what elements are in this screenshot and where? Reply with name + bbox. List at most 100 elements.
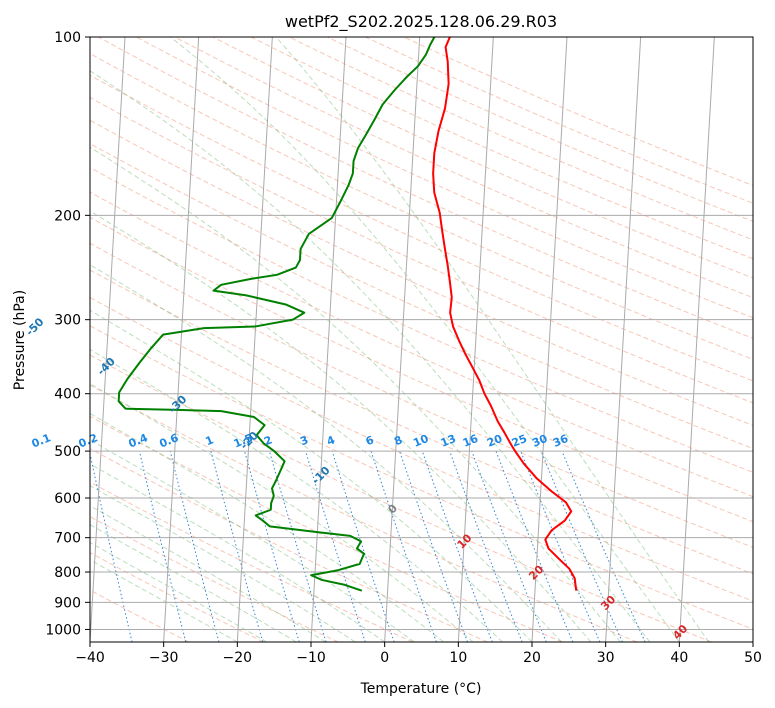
mixing-ratio-label: 3 <box>298 433 310 448</box>
dry-adiabat <box>212 37 753 279</box>
isotherm-label: 40 <box>670 622 690 642</box>
dry-adiabat <box>90 589 190 642</box>
isotherm-line <box>384 37 421 642</box>
mixing-ratio-line <box>90 451 133 642</box>
dry-adiabat <box>174 37 753 299</box>
x-tick-label: −10 <box>296 650 326 666</box>
mixing-ratio-label: 0.1 <box>30 431 53 450</box>
isotherm-line <box>457 37 494 642</box>
chart-title: wetPf2_S202.2025.128.06.29.R03 <box>285 12 557 32</box>
dry-adiabat <box>90 415 563 642</box>
isotherm-line <box>310 37 347 642</box>
x-tick-label: 20 <box>523 650 541 666</box>
moist-adiabat <box>90 559 238 642</box>
y-tick-label: 100 <box>54 30 81 46</box>
mixing-ratio-label: 6 <box>364 433 376 448</box>
moist-adiabat <box>90 146 621 642</box>
moist-adiabat <box>90 541 268 642</box>
isotherm-line <box>531 37 568 642</box>
x-tick-label: −20 <box>223 650 253 666</box>
moist-adiabat <box>90 412 444 642</box>
dry-adiabat <box>90 354 712 642</box>
mixing-ratio-line <box>138 450 187 642</box>
mixing-ratio-line <box>370 450 437 642</box>
moist-adiabat <box>90 485 356 642</box>
mixing-ratio-label: 2 <box>262 433 274 448</box>
dry-adiabat <box>90 216 753 523</box>
dry-adiabat <box>90 296 753 602</box>
isotherm-line <box>90 37 126 642</box>
mixing-ratio-line <box>169 450 220 642</box>
line-labels: -100-90-80-70-60-50-40-30-20-10010203040… <box>23 315 690 642</box>
dry-adiabat <box>90 143 753 450</box>
mixing-ratio-line <box>399 450 468 642</box>
mixing-ratio-line <box>268 450 327 642</box>
dry-adiabat <box>90 325 753 630</box>
moist-adiabat <box>275 37 710 642</box>
dry-adiabat <box>98 37 753 339</box>
dry-adiabat <box>90 96 753 404</box>
mixing-ratio-label: 1 <box>204 433 216 448</box>
dry-adiabat <box>90 119 753 427</box>
isotherm-line <box>605 37 642 642</box>
dry-adiabat <box>365 37 753 204</box>
moist-adiabat <box>90 309 533 642</box>
y-tick-label: 500 <box>54 444 81 460</box>
mixing-ratio-label: 20 <box>485 432 504 450</box>
isotherm-label: -40 <box>95 355 118 378</box>
y-axis: 100 200 300 400 500 600 700 800 900 1000 <box>45 30 90 638</box>
mixing-ratio-label: 10 <box>411 432 430 450</box>
y-tick-label: 300 <box>54 313 81 329</box>
x-axis-label: Temperature (°C) <box>360 681 482 697</box>
y-axis-label: Pressure (hPa) <box>12 290 28 390</box>
isotherm-line <box>752 633 753 642</box>
mixing-ratio-line <box>305 450 366 642</box>
mixing-ratio-line <box>471 450 547 642</box>
dry-adiabat <box>90 269 753 575</box>
mixing-ratio-label: 25 <box>510 432 529 450</box>
dry-adiabat <box>90 191 753 498</box>
isotherm-label: 20 <box>526 562 546 582</box>
y-tick-label: 900 <box>54 595 81 611</box>
mixing-ratio-label: 8 <box>392 433 404 448</box>
isotherm-line <box>678 37 715 642</box>
dry-adiabat <box>90 552 264 642</box>
plot-frame <box>89 36 754 643</box>
moist-adiabat <box>90 505 326 642</box>
isotherm-line <box>163 37 200 642</box>
x-tick-label: 30 <box>597 650 615 666</box>
moist-adiabat <box>90 349 503 642</box>
mixing-ratio-line <box>244 450 300 642</box>
x-tick-label: 40 <box>670 650 688 666</box>
y-tick-label: 400 <box>54 387 81 403</box>
dry-adiabat <box>90 516 339 642</box>
mixing-ratio-label: 13 <box>439 432 458 450</box>
x-tick-label: 10 <box>449 650 467 666</box>
x-tick-label: 0 <box>380 650 389 666</box>
y-tick-label: 800 <box>54 565 81 581</box>
moist-adiabat <box>90 524 297 642</box>
dry-adiabat <box>90 167 753 473</box>
isotherm-label: -10 <box>309 464 332 487</box>
moist-adiabat <box>90 383 474 642</box>
x-tick-label: −40 <box>75 650 105 666</box>
isotherm-line <box>236 37 273 642</box>
mixing-ratio-line <box>520 450 601 642</box>
mixing-ratio-line <box>210 450 264 642</box>
moist-adiabat <box>90 210 592 642</box>
moist-adiabat <box>90 70 651 642</box>
mixing-ratio-label: 36 <box>551 432 570 450</box>
moist-adiabat <box>90 439 415 642</box>
x-axis: −40 −30 −20 −10 0 10 20 30 40 50 <box>75 642 762 666</box>
mixing-ratio-line <box>561 450 646 642</box>
moist-adiabat <box>170 37 680 642</box>
mixing-ratio-line <box>331 450 395 642</box>
profiles <box>117 37 578 592</box>
grid <box>90 37 753 642</box>
mixing-ratio-label: 16 <box>461 432 480 450</box>
dry-adiabat <box>90 242 753 548</box>
y-tick-label: 600 <box>54 491 81 507</box>
y-tick-label: 700 <box>54 531 81 547</box>
background-lines <box>90 37 753 642</box>
